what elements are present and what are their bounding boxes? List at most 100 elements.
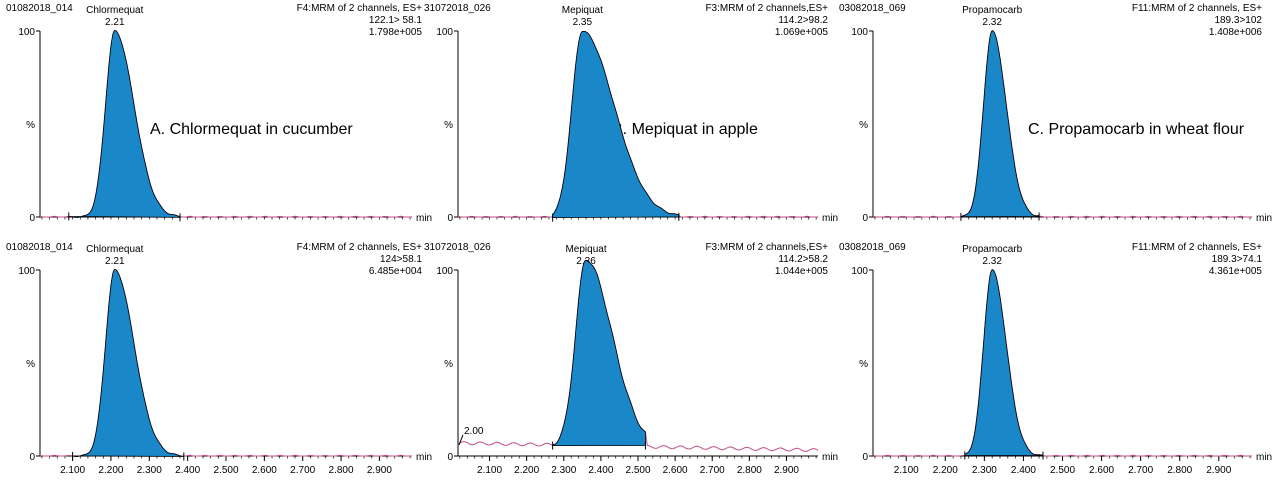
sample-id: 03082018_069 (839, 3, 906, 14)
function-label: F3:MRM of 2 channels,ES+ (705, 3, 828, 14)
y-tick-label: % (444, 120, 453, 131)
panel-annotation: B. Mepiquat in apple (612, 121, 758, 138)
y-tick-label: 100 (851, 27, 868, 38)
peak-area (960, 30, 1040, 218)
marker-tick (458, 434, 464, 446)
y-tick-label: 100 (436, 27, 453, 38)
y-tick-label: 0 (862, 452, 868, 463)
x-tick-label: 2.600 (1089, 465, 1114, 476)
function-label: F4:MRM of 2 channels, ES+ (297, 3, 422, 14)
peak-area (552, 259, 646, 447)
y-tick-label: 0 (29, 213, 35, 224)
x-tick-label: 2.700 (700, 465, 725, 476)
peak-area (552, 30, 680, 219)
y-tick-label: % (859, 359, 868, 370)
peak-area (964, 269, 1044, 457)
x-unit-label: min (1256, 213, 1272, 224)
x-tick-label: 2.200 (933, 465, 958, 476)
x-tick-label: 2.400 (175, 465, 200, 476)
transition-label: 122.1> 58.1 (369, 15, 423, 26)
compound-name: Chlormequat (86, 5, 143, 16)
retention-time-label: 2.35 (573, 17, 593, 28)
x-tick-label: 2.100 (894, 465, 919, 476)
function-label: F4:MRM of 2 channels, ES+ (297, 242, 422, 253)
x-tick-label: 2.200 (514, 465, 539, 476)
y-tick-label: % (859, 120, 868, 131)
x-unit-label: min (1256, 452, 1272, 463)
y-tick-label: 0 (447, 452, 453, 463)
sample-id: 31072018_026 (424, 242, 491, 253)
y-tick-label: % (444, 359, 453, 370)
panel-annotation: C. Propamocarb in wheat flour (1028, 121, 1245, 138)
baseline-trace (872, 268, 1253, 457)
baseline-trace (872, 29, 1253, 218)
y-tick-label: 100 (18, 27, 35, 38)
compound-name: Chlormequat (86, 244, 143, 255)
sample-id: 01082018_014 (6, 242, 73, 253)
x-tick-label: 2.300 (551, 465, 576, 476)
x-tick-label: 2.700 (1128, 465, 1153, 476)
sample-id: 03082018_069 (839, 242, 906, 253)
baseline-trace (39, 268, 413, 457)
y-tick-label: 0 (447, 213, 453, 224)
y-tick-label: % (26, 359, 35, 370)
x-unit-label: min (822, 452, 838, 463)
retention-time-label: 2.32 (982, 17, 1002, 28)
x-tick-label: 2.900 (367, 465, 392, 476)
x-unit-label: min (822, 213, 838, 224)
x-tick-label: 2.600 (663, 465, 688, 476)
x-tick-label: 2.100 (60, 465, 85, 476)
x-tick-label: 2.600 (252, 465, 277, 476)
function-label: F11:MRM of 2 channels, ES+ (1132, 3, 1262, 14)
sample-id: 31072018_026 (424, 3, 491, 14)
y-tick-label: 100 (851, 266, 868, 277)
x-tick-label: 2.300 (137, 465, 162, 476)
retention-time-label: 2.21 (105, 256, 125, 267)
x-unit-label: min (416, 452, 432, 463)
y-tick-label: 100 (436, 266, 453, 277)
transition-label: 114.2>98.2 (778, 15, 828, 26)
x-tick-label: 2.100 (477, 465, 502, 476)
y-tick-label: 0 (862, 213, 868, 224)
intensity-label: 1.408e+006 (1209, 27, 1263, 38)
retention-time-label: 2.32 (982, 256, 1002, 267)
retention-time-label: 2.21 (105, 17, 125, 28)
sample-id: 01082018_014 (6, 3, 73, 14)
compound-name: Propamocarb (962, 5, 1022, 16)
x-tick-label: 2.900 (1206, 465, 1231, 476)
compound-name: Mepiquat (565, 244, 606, 255)
left-marker-label: 2.00 (464, 426, 484, 437)
x-tick-label: 2.500 (213, 465, 238, 476)
peak-area (72, 268, 185, 457)
peak-area (68, 29, 181, 218)
y-tick-label: 0 (29, 452, 35, 463)
intensity-label: 1.044e+005 (775, 266, 829, 277)
y-tick-label: % (26, 120, 35, 131)
x-tick-label: 2.700 (290, 465, 315, 476)
x-tick-label: 2.800 (737, 465, 762, 476)
x-tick-label: 2.800 (1167, 465, 1192, 476)
transition-label: 189.3>74.1 (1212, 254, 1263, 265)
x-unit-label: min (416, 213, 432, 224)
function-label: F3:MRM of 2 channels,ES+ (705, 242, 828, 253)
panel-annotation: A. Chlormequat in cucumber (150, 121, 353, 138)
x-tick-label: 2.800 (329, 465, 354, 476)
intensity-label: 1.069e+005 (775, 27, 829, 38)
intensity-label: 1.798e+005 (369, 27, 423, 38)
intensity-label: 6.485e+004 (369, 266, 423, 277)
x-tick-label: 2.500 (1050, 465, 1075, 476)
x-tick-label: 2.900 (774, 465, 799, 476)
compound-name: Mepiquat (562, 5, 603, 16)
y-tick-label: 100 (18, 266, 35, 277)
function-label: F11:MRM of 2 channels, ES+ (1132, 242, 1262, 253)
transition-label: 124>58.1 (380, 254, 422, 265)
x-tick-label: 2.500 (625, 465, 650, 476)
compound-name: Propamocarb (962, 244, 1022, 255)
